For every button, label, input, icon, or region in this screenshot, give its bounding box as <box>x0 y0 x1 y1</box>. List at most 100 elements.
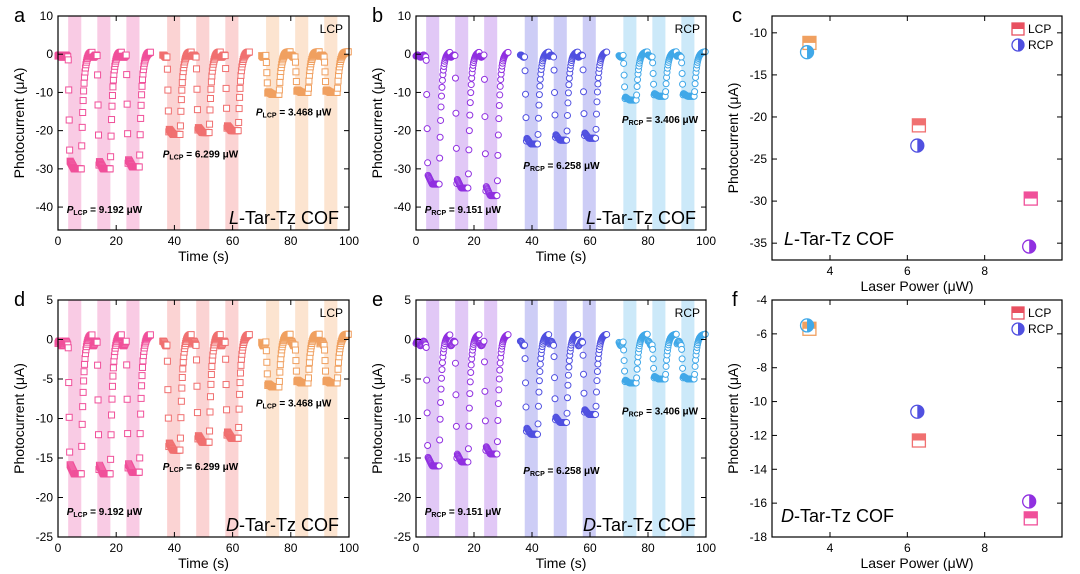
data-point <box>580 110 588 118</box>
data-point <box>633 91 641 99</box>
data-point <box>276 361 284 369</box>
data-point <box>122 337 130 345</box>
y-tick-label: 10 <box>398 9 412 23</box>
data-point <box>534 130 542 138</box>
data-point <box>424 159 432 167</box>
data-point <box>435 462 443 470</box>
light-on-band <box>266 16 280 230</box>
data-point <box>79 388 87 396</box>
data-point <box>176 434 184 442</box>
x-tick-label: 100 <box>696 234 716 248</box>
data-point <box>650 364 658 372</box>
data-point <box>436 415 444 423</box>
y-tick-label: -25 <box>36 530 54 544</box>
data-point <box>315 330 323 338</box>
x-tick-label: 80 <box>641 541 655 555</box>
light-on-band <box>196 300 210 537</box>
x-tick-label: 80 <box>284 234 298 248</box>
panel-d: 0 20 40 60 80 100 -25 -20 -15 -10 -5 0 5 Time (s) Phot… <box>11 289 359 571</box>
data-point <box>206 106 214 114</box>
data-point <box>436 436 444 444</box>
y-axis-title: Photocurrent (μA) <box>369 363 385 474</box>
data-point <box>452 391 460 399</box>
light-on-band <box>484 16 498 230</box>
data-point <box>138 382 146 390</box>
y-tick-label: -5 <box>42 372 53 386</box>
data-point <box>207 371 215 379</box>
data-point <box>207 85 215 93</box>
data-point-lcp <box>1023 191 1038 206</box>
y-tick-label: -25 <box>394 530 412 544</box>
x-tick-label: 60 <box>583 541 597 555</box>
y-tick-label: -14 <box>750 462 768 476</box>
data-point <box>662 80 670 88</box>
data-point <box>649 355 657 363</box>
data-point <box>678 345 686 353</box>
data-point <box>208 363 216 371</box>
data-point <box>236 379 244 387</box>
data-point <box>137 101 145 109</box>
power-label: PLCP = 9.192 μW <box>67 205 143 217</box>
data-point <box>81 360 89 368</box>
x-axis-title: Laser Power (μW) <box>860 555 973 571</box>
data-point <box>164 107 172 115</box>
data-point <box>493 177 501 185</box>
data-point <box>662 362 670 370</box>
data-point <box>78 142 86 150</box>
data-point <box>304 374 312 382</box>
cof-label: D-Tar-Tz COF <box>226 515 339 535</box>
data-point <box>437 385 445 393</box>
data-point <box>207 78 215 86</box>
data-point <box>193 382 201 390</box>
data-point <box>163 53 171 61</box>
data-point <box>223 104 231 112</box>
data-point <box>551 89 559 97</box>
data-point <box>136 430 144 438</box>
data-point <box>563 127 571 135</box>
light-on-band <box>455 16 469 230</box>
data-point <box>620 71 628 79</box>
data-point <box>466 390 474 398</box>
data-point <box>178 384 186 392</box>
data-point <box>236 93 244 101</box>
data-point <box>619 51 627 59</box>
data-point-lcp <box>911 118 927 133</box>
data-point <box>437 103 445 111</box>
x-axis-title: Laser Power (μW) <box>860 278 973 294</box>
data-point <box>603 48 611 56</box>
x-tick-label: 20 <box>467 234 481 248</box>
y-tick-label: -35 <box>750 236 768 250</box>
data-point <box>234 434 242 442</box>
data-point <box>535 91 543 99</box>
legend-marker-rcp <box>1011 322 1025 336</box>
data-point <box>344 48 352 56</box>
plot-frame <box>771 15 1063 261</box>
data-point <box>78 420 86 428</box>
panel-letter: d <box>14 289 25 311</box>
data-point <box>565 363 573 371</box>
data-point <box>263 69 271 77</box>
data-point <box>496 91 504 99</box>
y-axis-title: Photocurrent (μA) <box>11 363 27 474</box>
y-tick-label: -40 <box>36 200 54 214</box>
data-point <box>563 418 571 426</box>
x-tick-label: 4 <box>827 264 834 278</box>
data-point <box>176 130 184 138</box>
data-point <box>139 363 147 371</box>
data-point <box>137 114 145 122</box>
x-axis-title: Time (s) <box>536 248 587 264</box>
data-point <box>207 380 215 388</box>
data-point <box>494 131 502 139</box>
data-point <box>522 403 530 411</box>
data-point <box>94 396 102 404</box>
polarization-label: RCP <box>675 306 700 320</box>
data-point <box>678 59 686 67</box>
data-point <box>691 370 699 378</box>
light-on-band <box>652 300 666 537</box>
data-point <box>179 365 187 373</box>
data-point <box>423 409 431 417</box>
y-axis-title: Photocurrent (μA) <box>11 68 27 179</box>
y-tick-label: -5 <box>400 372 411 386</box>
data-point <box>436 154 444 162</box>
data-point <box>592 388 600 396</box>
